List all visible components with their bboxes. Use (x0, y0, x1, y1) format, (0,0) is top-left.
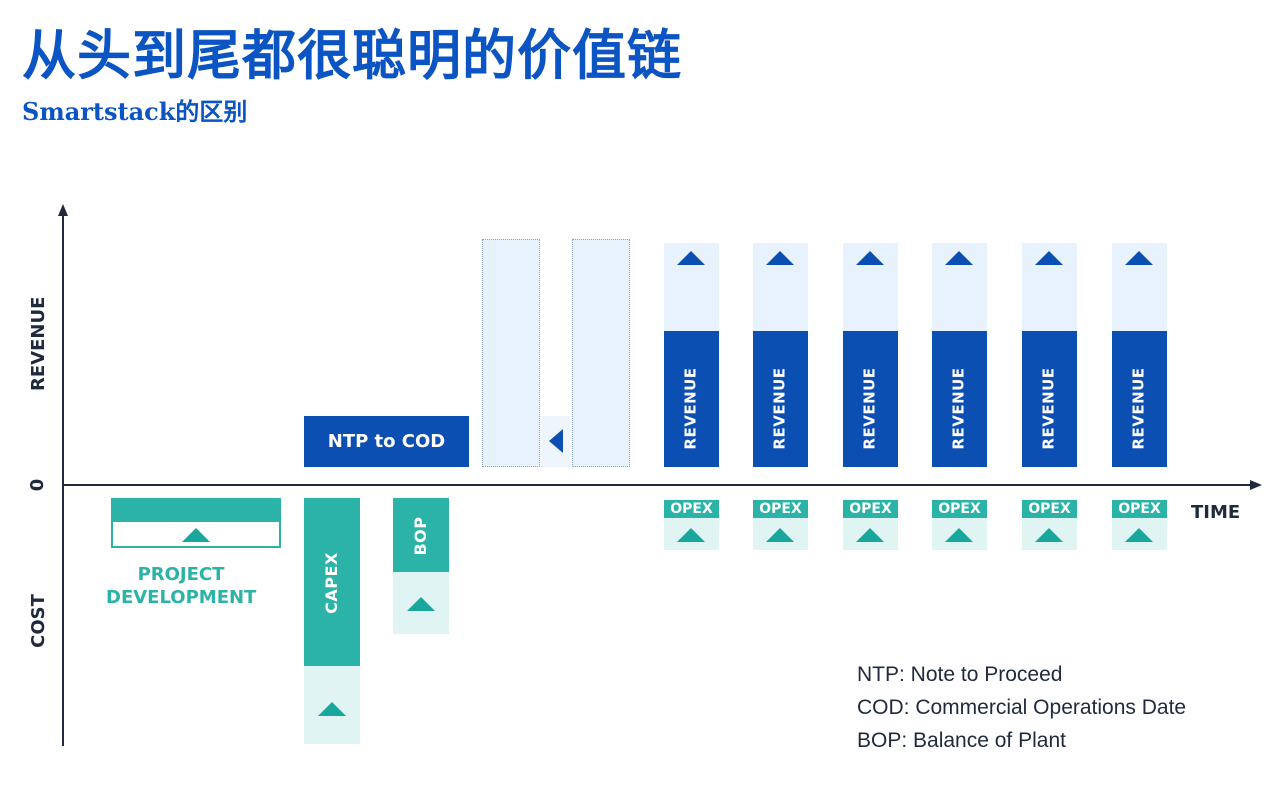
revenue-bar (664, 331, 719, 467)
opex-label: OPEX (753, 500, 808, 518)
project-development-bar (111, 498, 281, 522)
revenue-bar (753, 331, 808, 467)
triangle-up-icon (766, 528, 794, 542)
opex-label: OPEX (932, 500, 987, 518)
triangle-up-icon (856, 528, 884, 542)
page-title: 从头到尾都很聪明的价值链 (22, 23, 682, 87)
triangle-up-icon (677, 251, 705, 265)
placeholder-box (482, 239, 540, 467)
triangle-up-icon (677, 528, 705, 542)
legend-item-bop: BOP: Balance of Plant (857, 729, 1066, 752)
ntp-to-cod-label: NTP to COD (327, 431, 446, 452)
placeholder-box (572, 239, 630, 467)
triangle-up-icon (1125, 251, 1153, 265)
cost-axis-label: COST (28, 594, 49, 648)
triangle-up-icon (1035, 251, 1063, 265)
triangle-up-icon (182, 528, 210, 542)
vertical-axis (62, 214, 64, 746)
revenue-bar (1112, 331, 1167, 467)
revenue-bar-label: REVENUE (949, 367, 968, 450)
legend-item-ntp: NTP: Note to Proceed (857, 663, 1063, 686)
revenue-bar-label: REVENUE (1129, 367, 1148, 450)
capex-bar (304, 498, 360, 666)
horizontal-axis-arrow-icon (1250, 480, 1262, 490)
revenue-bar (932, 331, 987, 467)
triangle-up-icon (856, 251, 884, 265)
opex-label: OPEX (843, 500, 898, 518)
revenue-axis-label: REVENUE (28, 296, 49, 391)
time-axis-label: TIME (1191, 502, 1241, 523)
triangle-up-icon (766, 251, 794, 265)
legend: NTP: Note to Proceed COD: Commercial Ope… (857, 658, 1186, 757)
opex-label: OPEX (1112, 500, 1167, 518)
page-subtitle: Smartstack的区别 (22, 97, 248, 126)
revenue-bar-label: REVENUE (1039, 367, 1058, 450)
triangle-up-icon (318, 702, 346, 716)
capex-label: CAPEX (322, 552, 341, 614)
revenue-bar-label: REVENUE (860, 367, 879, 450)
vertical-axis-arrow-icon (58, 204, 68, 216)
zero-axis-label: 0 (27, 478, 48, 492)
project-development-growth-box (111, 522, 281, 548)
revenue-bar (1022, 331, 1077, 467)
opex-label: OPEX (664, 500, 719, 518)
triangle-up-icon (1125, 528, 1153, 542)
opex-label: OPEX (1022, 500, 1077, 518)
revenue-bar-label: REVENUE (681, 367, 700, 450)
legend-item-cod: COD: Commercial Operations Date (857, 696, 1187, 719)
triangle-up-icon (945, 528, 973, 542)
triangle-up-icon (407, 597, 435, 611)
ntp-to-cod-bar: NTP to COD (304, 416, 469, 467)
triangle-up-icon (1035, 528, 1063, 542)
revenue-bar (843, 331, 898, 467)
bop-bar (393, 498, 449, 572)
revenue-bar-label: REVENUE (770, 367, 789, 450)
project-development-label-line2: DEVELOPMENT (106, 587, 257, 608)
triangle-up-icon (945, 251, 973, 265)
triangle-left-icon (549, 429, 563, 453)
project-development-label: PROJECT DEVELOPMENT (106, 563, 256, 609)
project-development-label-line1: PROJECT (137, 564, 225, 585)
horizontal-axis (62, 484, 1252, 486)
